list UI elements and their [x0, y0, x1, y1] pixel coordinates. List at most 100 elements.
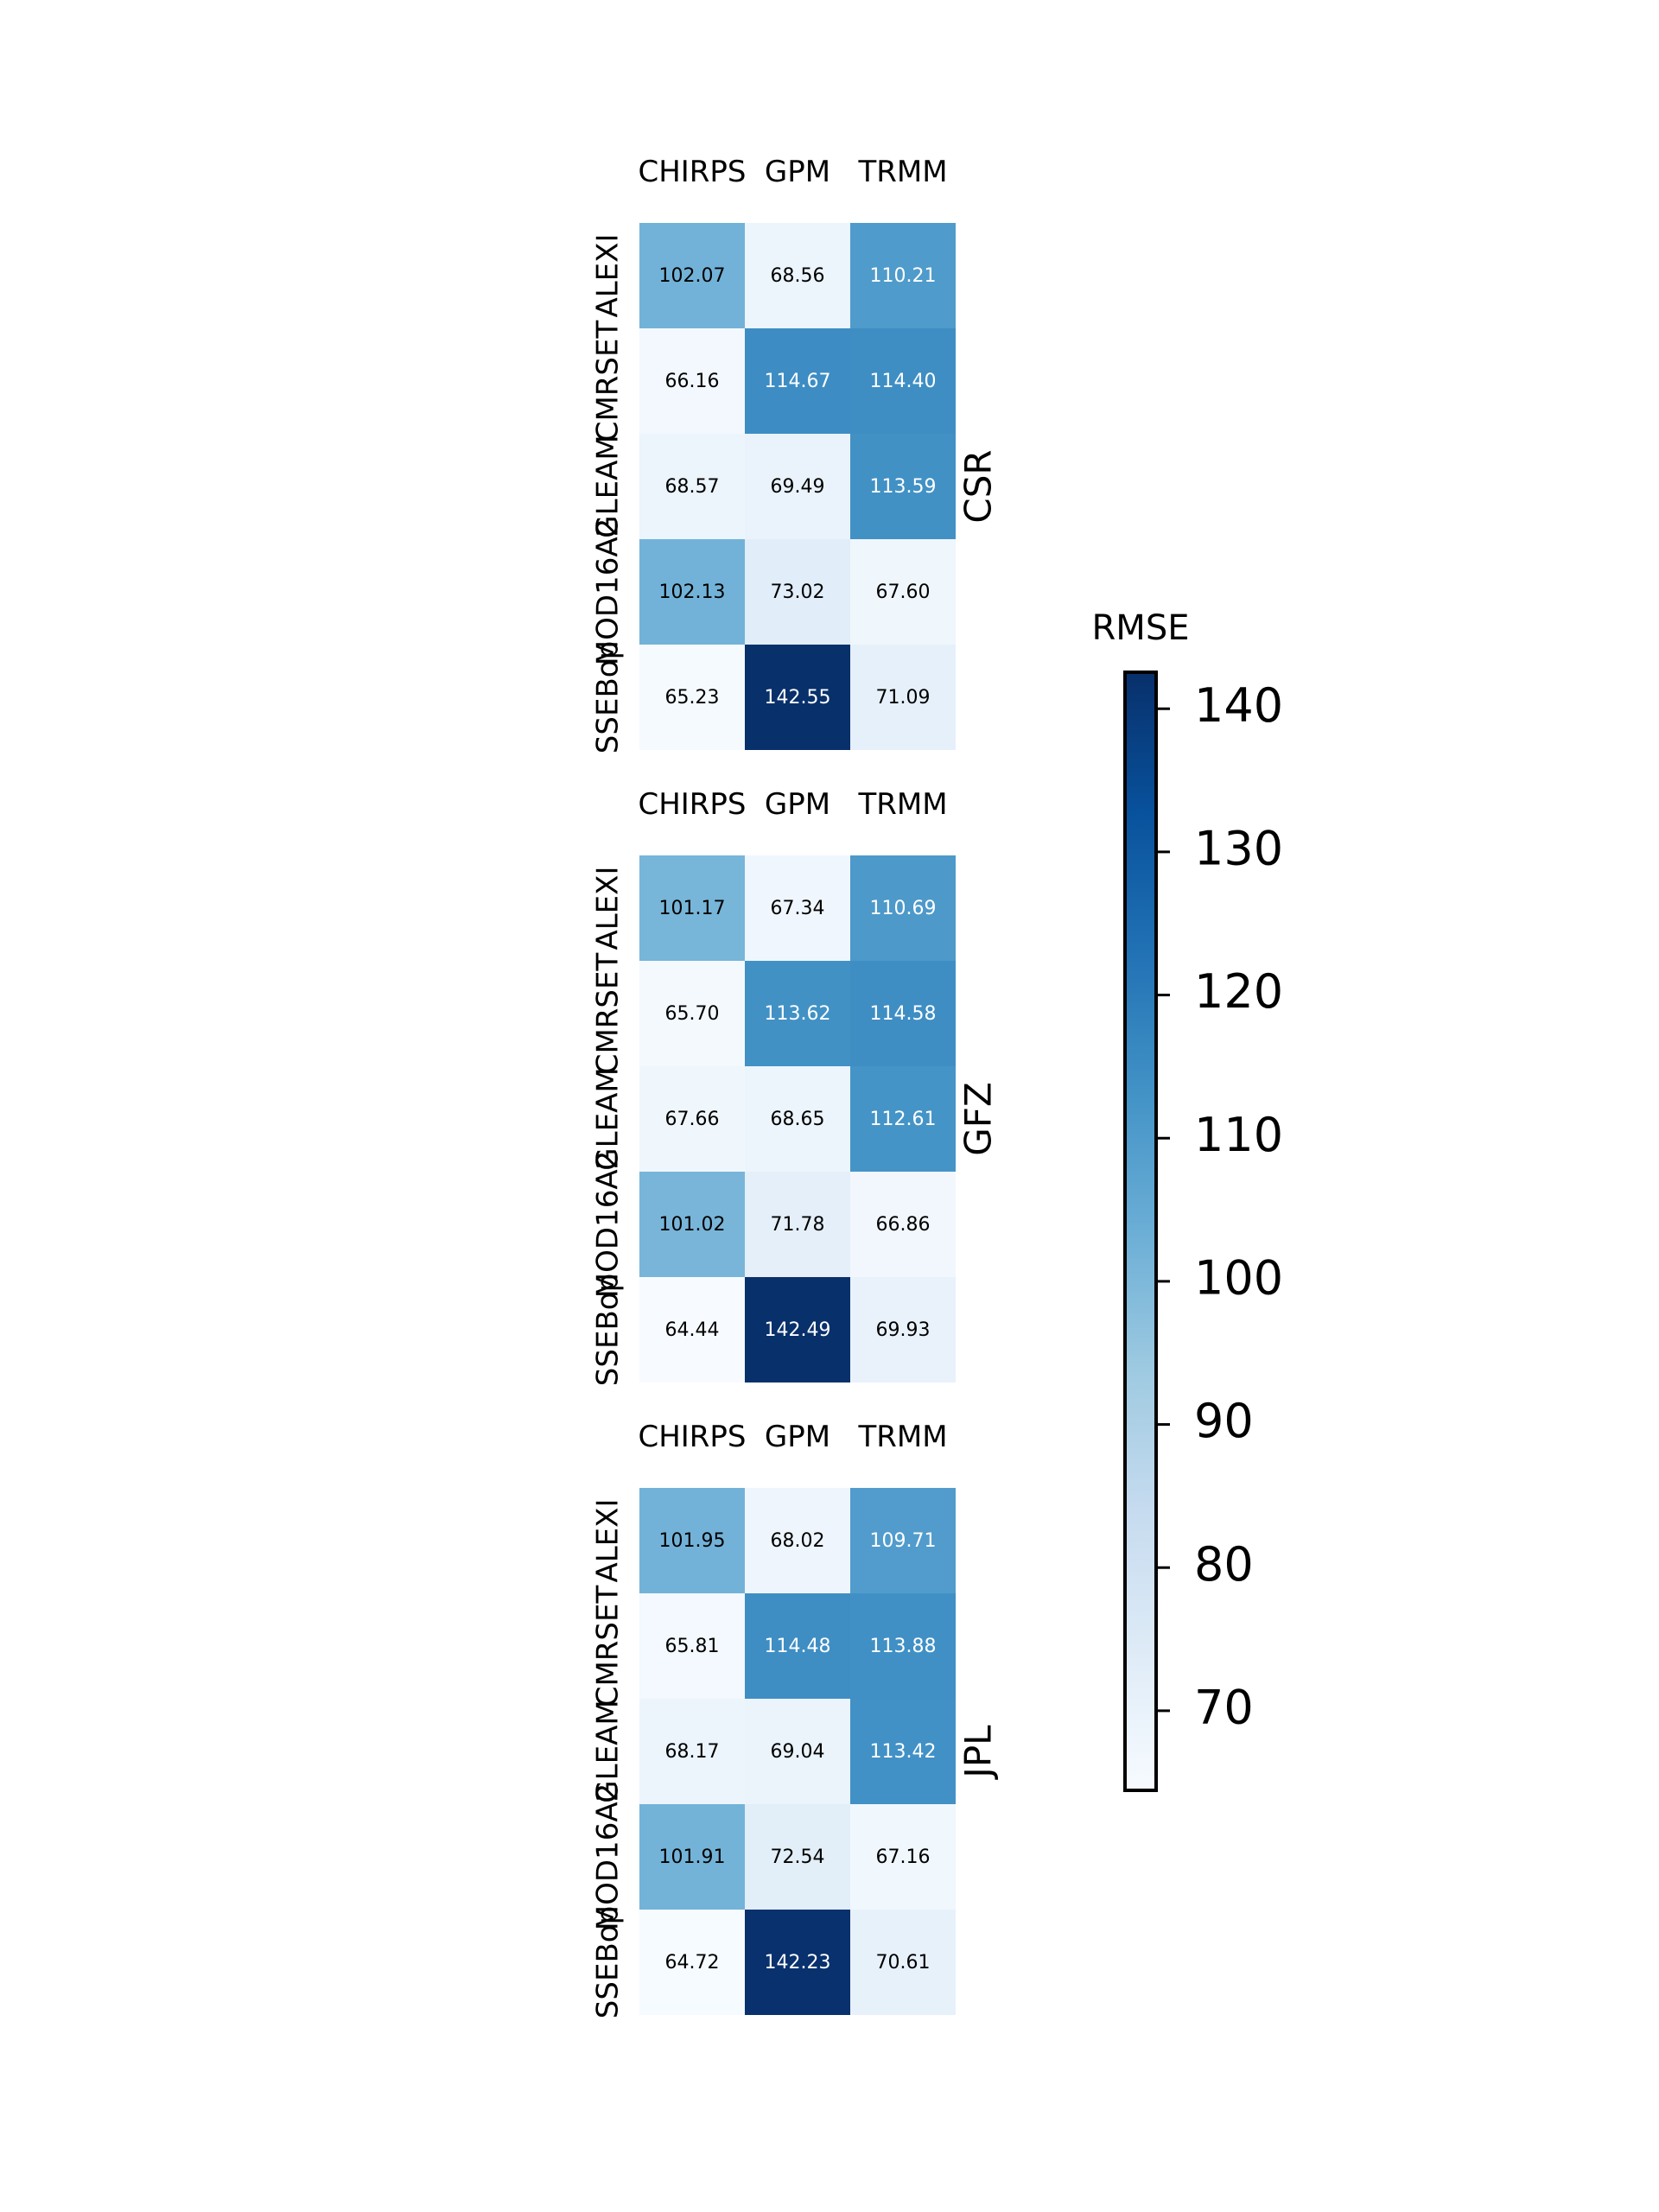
cell-value-label: 102.13 [659, 582, 726, 603]
colorbar: RMSE 70 80 90 100 110 120 130 140 [1092, 608, 1283, 1792]
cell-value-label: 101.91 [659, 1847, 726, 1868]
cell-value-label: 68.02 [771, 1530, 825, 1552]
colorbar-tick-label: 120 [1194, 964, 1283, 1019]
heatmap-cell [850, 1699, 956, 1804]
heatmap-cell [850, 1804, 956, 1910]
heatmap-panels: CHIRPS GPM TRMMALEXICMRSETGLEAMMOD16A2SSEB… [591, 155, 1000, 2018]
column-label: CHIRPS [638, 787, 746, 822]
cell-value-label: 69.93 [876, 1319, 931, 1341]
cell-value-label: 66.86 [876, 1214, 931, 1236]
heatmap-cell [850, 1172, 956, 1277]
cell-value-label: 142.49 [765, 1319, 831, 1341]
cell-value-label: 65.70 [665, 1003, 720, 1025]
heatmap-cell [850, 223, 956, 328]
row-label: MOD16A2 [591, 518, 626, 665]
heatmap-cell [745, 1910, 850, 2015]
column-label: TRMM [857, 787, 947, 822]
cell-value-label: 68.17 [665, 1741, 720, 1763]
row-label: SSEBop [591, 1906, 626, 2018]
heatmap-cell [850, 1593, 956, 1699]
heatmap-cell [745, 1066, 850, 1172]
cell-value-label: 142.23 [765, 1952, 831, 1974]
row-label: SSEBop [591, 641, 626, 753]
column-label: GPM [765, 155, 830, 189]
cell-value-label: 64.44 [665, 1319, 720, 1341]
column-label: CHIRPS [638, 155, 746, 189]
cell-value-label: 67.66 [665, 1109, 720, 1130]
column-label: TRMM [857, 1420, 947, 1454]
row-label: CMRSET [591, 321, 626, 442]
heatmap-cell [745, 539, 850, 645]
row-label: CMRSET [591, 953, 626, 1075]
cell-value-label: 112.61 [870, 1109, 937, 1130]
cell-value-label: 71.09 [876, 687, 931, 709]
cell-value-label: 113.88 [870, 1636, 937, 1657]
heatmap-cell [745, 434, 850, 539]
colorbar-gradient [1123, 671, 1158, 1792]
colorbar-tick-label: 70 [1194, 1681, 1254, 1735]
cell-value-label: 66.16 [665, 371, 720, 392]
heatmap-cell [639, 1066, 745, 1172]
cell-value-label: 70.61 [876, 1952, 931, 1974]
heatmap-cell [639, 1699, 745, 1804]
column-label: TRMM [857, 155, 947, 189]
row-label: ALEXI [591, 233, 626, 317]
heatmap-cell [639, 645, 745, 750]
cell-value-label: 101.95 [659, 1530, 726, 1552]
cell-value-label: 113.42 [870, 1741, 937, 1763]
row-label: CMRSET [591, 1586, 626, 1707]
cell-value-label: 114.58 [870, 1003, 937, 1025]
heatmap-cell [745, 223, 850, 328]
cell-value-label: 65.23 [665, 687, 720, 709]
heatmap-cell [850, 1066, 956, 1172]
heatmap-cell [639, 328, 745, 434]
heatmap-cell [850, 1277, 956, 1382]
heatmap-cell [850, 434, 956, 539]
heatmap-cell [639, 1593, 745, 1699]
column-label: CHIRPS [638, 1420, 746, 1454]
heatmap-panel-csr: CHIRPS GPM TRMM ALEXI CMRSETGLEAMMOD16A2SSEB… [591, 155, 1000, 753]
row-label: SSEBop [591, 1274, 626, 1386]
colorbar-tick-label: 90 [1194, 1394, 1254, 1448]
colorbar-title: RMSE [1092, 608, 1190, 648]
row-label: GLEAM [591, 435, 626, 537]
cell-value-label: 68.56 [771, 265, 825, 287]
heatmap-cell [639, 1172, 745, 1277]
cell-value-label: 113.59 [870, 476, 937, 498]
panel-label: JPL [957, 1725, 1000, 1781]
cell-value-label: 114.67 [765, 371, 831, 392]
cell-value-label: 102.07 [659, 265, 726, 287]
heatmap-cell [639, 539, 745, 645]
cell-value-label: 110.69 [870, 898, 937, 919]
cell-value-label: 64.72 [665, 1952, 720, 1974]
heatmap-cell [745, 1699, 850, 1804]
colorbar-tick-label: 130 [1194, 822, 1283, 876]
cell-value-label: 71.78 [771, 1214, 825, 1236]
heatmap-cell [850, 1910, 956, 2015]
heatmap-cell [639, 1910, 745, 2015]
heatmap-cell [850, 645, 956, 750]
column-label: GPM [765, 1420, 830, 1454]
heatmap-cell [639, 434, 745, 539]
colorbar-tick-label: 80 [1194, 1537, 1254, 1592]
heatmap-cell [639, 1488, 745, 1593]
cell-value-label: 69.49 [771, 476, 825, 498]
heatmap-panel-jpl: CHIRPS GPM TRMM ALEXI CMRSETGLEAMMOD16A2SSEB… [591, 1420, 1000, 2018]
heatmap-cell [745, 1172, 850, 1277]
cell-value-label: 101.17 [659, 898, 726, 919]
heatmap-cell [745, 1488, 850, 1593]
cell-value-label: 113.62 [765, 1003, 831, 1025]
cell-value-label: 114.48 [765, 1636, 831, 1657]
heatmap-cell [639, 855, 745, 961]
heatmap-cell [639, 961, 745, 1066]
cell-value-label: 114.40 [870, 371, 937, 392]
row-label: GLEAM [591, 1067, 626, 1170]
heatmap-cell [745, 645, 850, 750]
panel-label: CSR [957, 449, 1000, 523]
cell-value-label: 110.21 [870, 265, 937, 287]
row-label: ALEXI [591, 1498, 626, 1582]
cell-value-label: 67.60 [876, 582, 931, 603]
cell-value-label: 67.34 [771, 898, 825, 919]
colorbar-tick-label: 110 [1194, 1108, 1283, 1162]
